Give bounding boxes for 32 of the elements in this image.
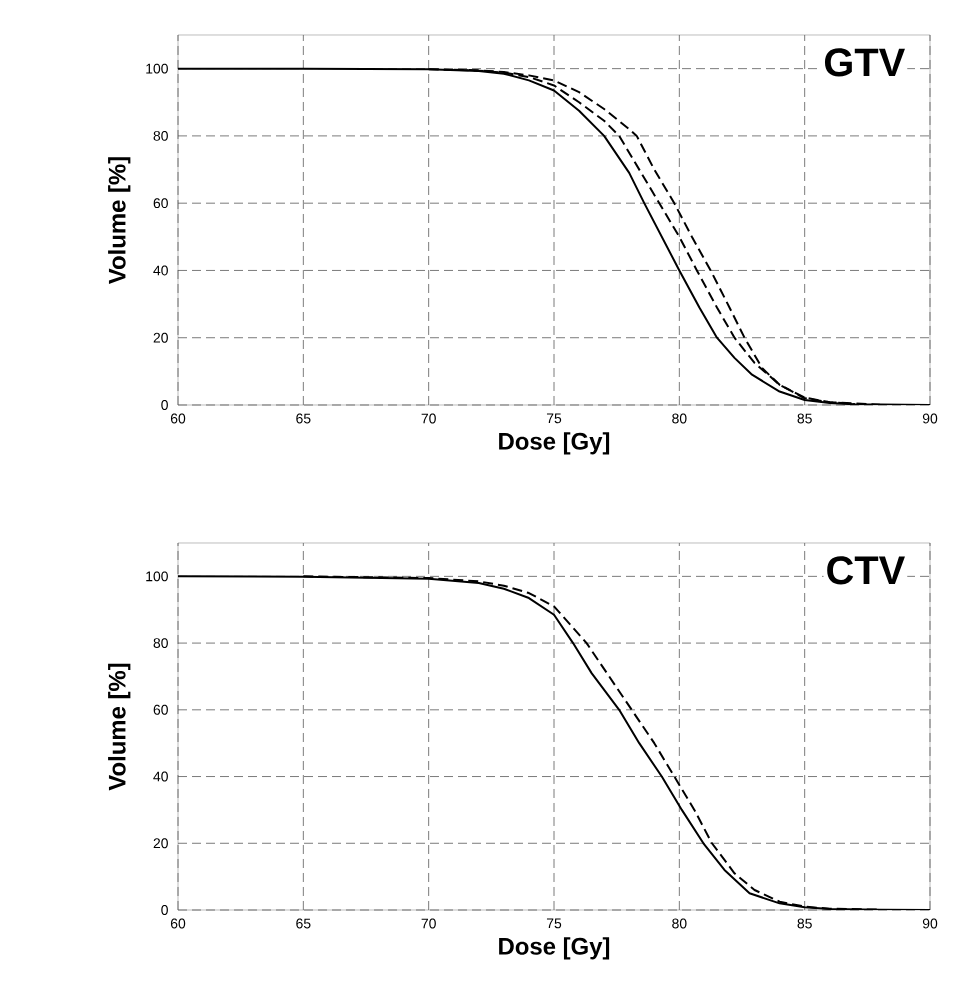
y-tick-label: 40 (153, 265, 168, 276)
y-tick-label: 20 (153, 332, 168, 343)
annotation: GTV (824, 48, 905, 77)
x-tick-label: 75 (546, 918, 562, 929)
y-tick-label: 80 (153, 130, 168, 141)
x-tick-label: 65 (296, 413, 311, 424)
x-tick-label: 90 (922, 918, 938, 929)
y-axis-title: Volume [%] (108, 157, 131, 285)
y-tick-label: 40 (153, 771, 168, 782)
y-tick-label: 100 (146, 571, 168, 582)
x-tick-label: 80 (672, 413, 687, 424)
x-tick-label: 90 (922, 413, 938, 424)
x-tick-label: 75 (546, 413, 562, 424)
x-tick-label: 85 (797, 918, 812, 929)
x-tick-label: 60 (170, 413, 186, 424)
x-tick-label: 70 (421, 918, 436, 929)
y-axis-title: Volume [%] (108, 663, 131, 791)
x-tick-label: 60 (170, 918, 186, 929)
y-tick-label: 20 (153, 838, 168, 849)
y-tick-label: 0 (161, 905, 168, 915)
y-tick-label: 80 (153, 638, 168, 649)
x-axis-title: Dose [Gy] (499, 432, 610, 455)
y-tick-label: 0 (161, 400, 168, 410)
x-axis-title: Dose [Gy] (499, 937, 610, 960)
x-tick-label: 80 (672, 918, 687, 929)
x-tick-label: 85 (797, 413, 812, 424)
x-tick-label: 70 (421, 413, 436, 424)
annotation: CTV (827, 556, 905, 585)
y-tick-label: 60 (153, 198, 168, 209)
y-tick-label: 60 (153, 704, 168, 715)
y-tick-label: 100 (146, 63, 168, 74)
x-tick-label: 65 (296, 918, 311, 929)
